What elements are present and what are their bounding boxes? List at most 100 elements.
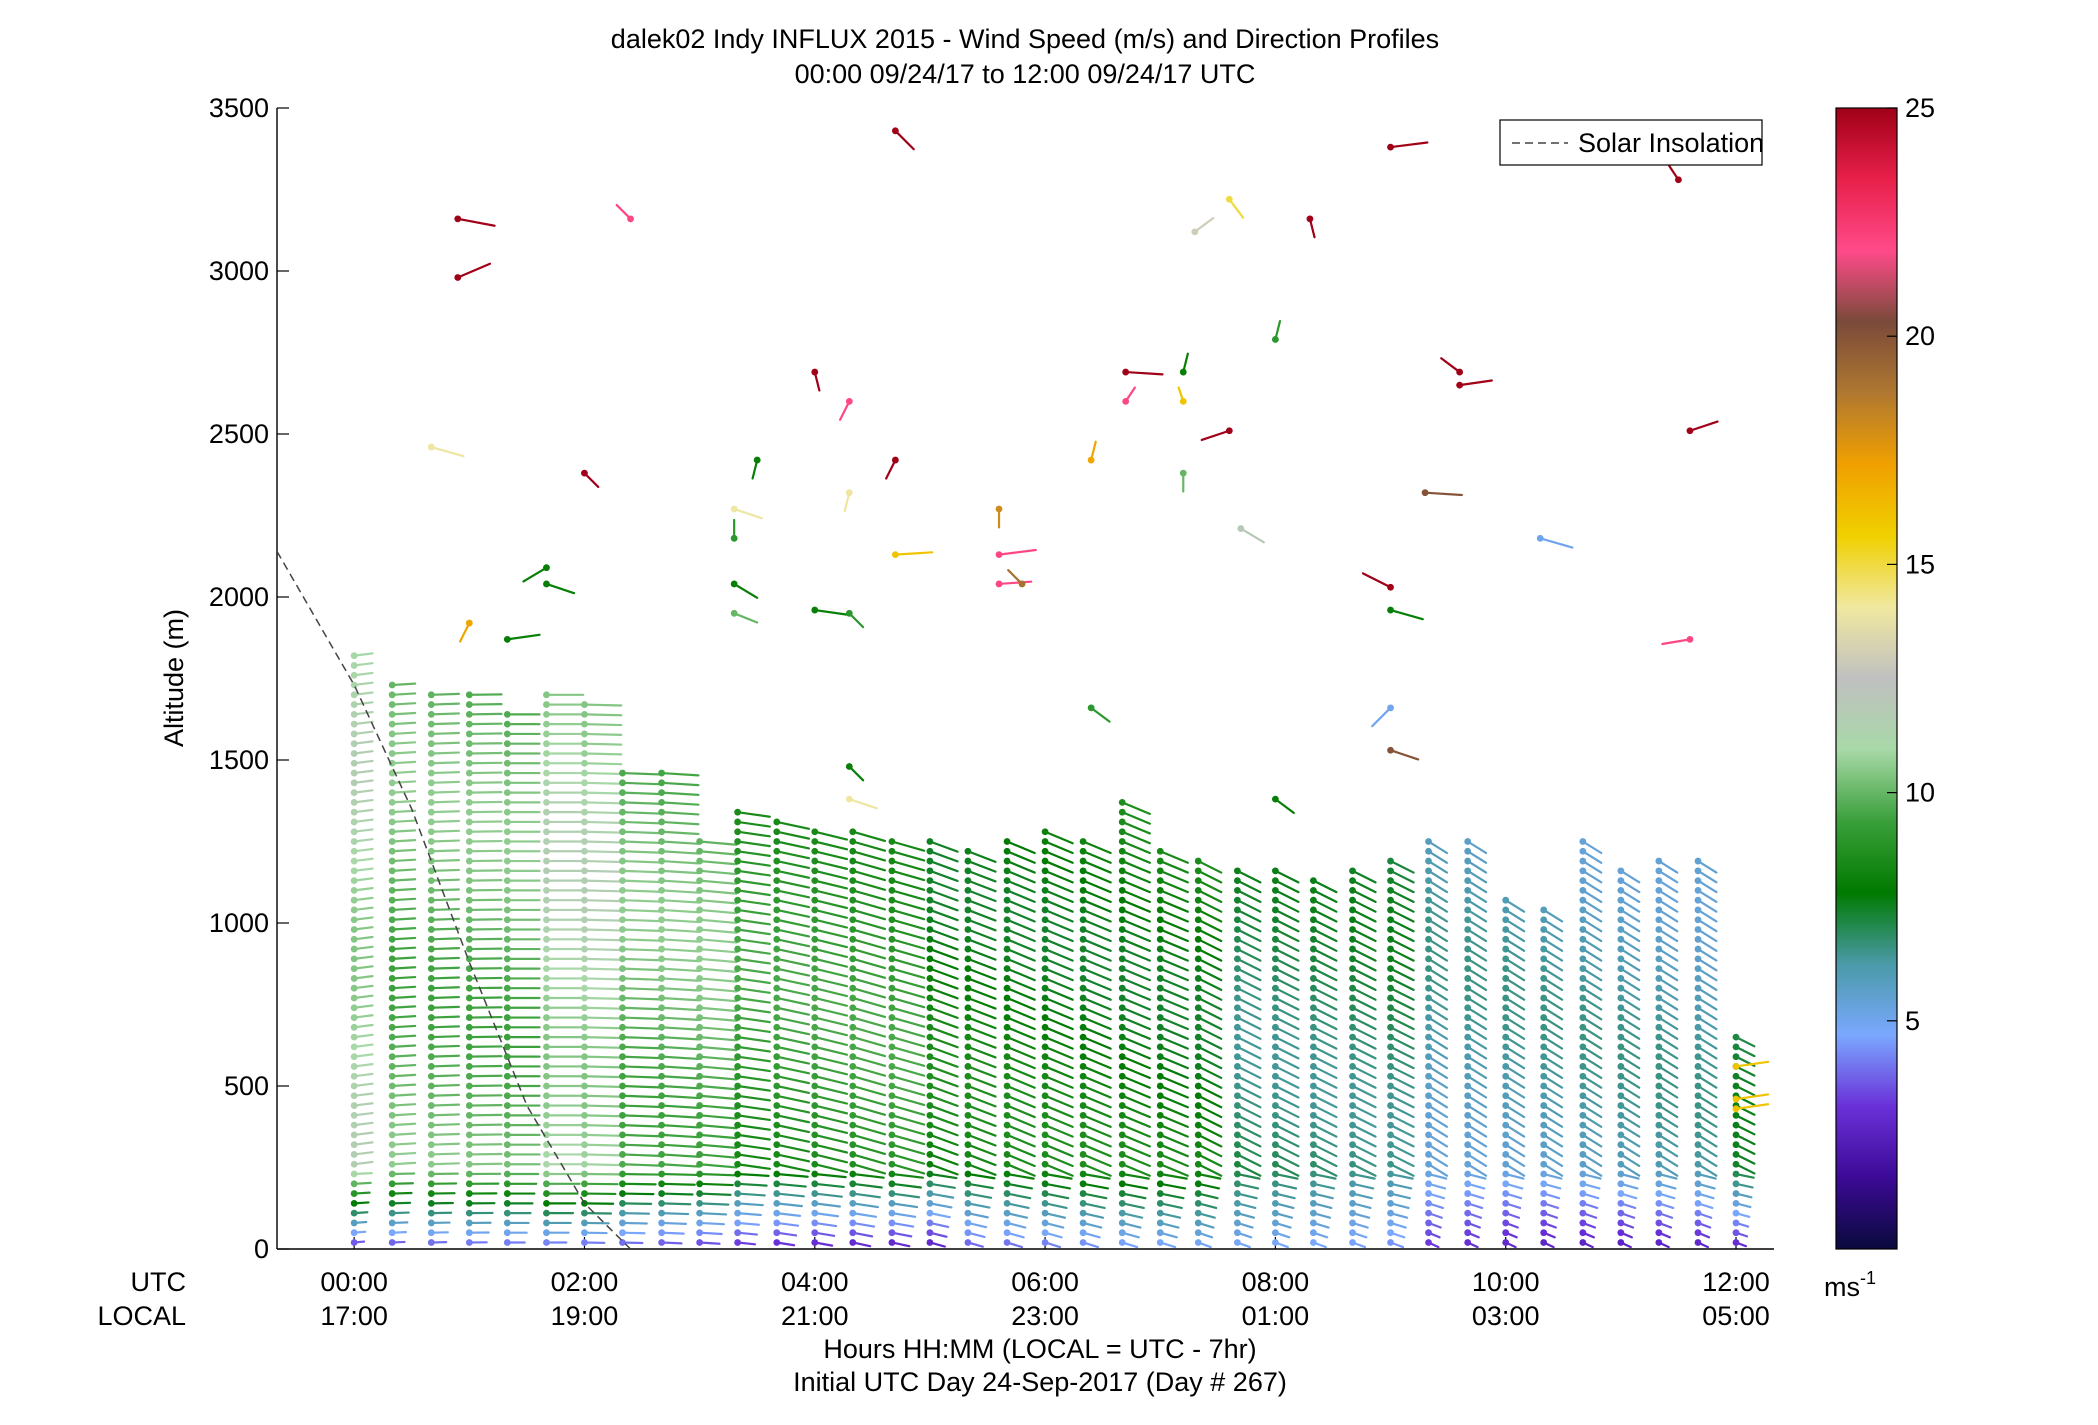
wind-point <box>1079 1199 1087 1207</box>
wind-barb <box>660 1075 700 1080</box>
x-tick-label-utc: 08:00 <box>1242 1267 1310 1297</box>
wind-point <box>1732 1131 1740 1139</box>
wind-barb <box>928 1055 959 1068</box>
wind-barb <box>733 582 759 599</box>
wind-barb <box>1121 1143 1151 1158</box>
wind-barb <box>583 781 623 785</box>
wind-point <box>1156 857 1164 865</box>
wind-barb <box>1197 1084 1223 1099</box>
wind-point <box>619 769 626 777</box>
wind-barb <box>1043 899 1074 913</box>
wind-barb <box>1542 1065 1564 1080</box>
wind-point <box>1349 1014 1356 1021</box>
wind-point <box>1617 984 1625 992</box>
wind-point <box>926 1121 934 1129</box>
wind-barb <box>1274 987 1300 1001</box>
wind-point <box>1041 1053 1049 1061</box>
wind-barb <box>1351 1163 1377 1177</box>
wind-point <box>811 916 819 924</box>
wind-barb <box>1389 1133 1415 1148</box>
wind-point <box>964 1131 972 1139</box>
wind-barb <box>1351 1094 1377 1109</box>
wind-barb <box>1661 638 1692 646</box>
wind-barb <box>660 771 700 777</box>
wind-point <box>1194 1053 1202 1061</box>
wind-barb <box>1389 1182 1413 1190</box>
wind-point <box>1579 1180 1587 1188</box>
wind-barb <box>391 809 417 814</box>
wind-point <box>543 975 550 982</box>
wind-point <box>619 1141 626 1149</box>
wind-point <box>1079 945 1087 953</box>
wind-point <box>888 916 896 924</box>
wind-point <box>388 1063 396 1070</box>
wind-point <box>730 505 738 513</box>
wind-barb <box>1121 1016 1151 1031</box>
wind-barb <box>1389 141 1429 149</box>
x-axis-ticks: 00:0017:0002:0019:0004:0021:0006:0023:00… <box>320 1237 1770 1331</box>
wind-point <box>1349 1141 1356 1149</box>
wind-point <box>734 1043 742 1051</box>
wind-barb <box>621 1124 661 1128</box>
wind-point <box>427 691 435 699</box>
wind-point <box>658 1063 666 1070</box>
wind-barb <box>1121 1094 1151 1109</box>
wind-barb <box>621 1094 661 1099</box>
wind-barb <box>391 917 417 921</box>
wind-point <box>1464 984 1472 992</box>
wind-point <box>543 906 550 914</box>
wind-barb <box>966 928 997 942</box>
wind-point <box>1579 1082 1587 1090</box>
wind-point <box>1041 828 1049 836</box>
wind-point <box>1694 935 1702 943</box>
wind-point <box>1349 1170 1356 1178</box>
wind-point <box>503 1014 511 1021</box>
wind-point <box>1387 1082 1394 1090</box>
wind-point <box>1579 1063 1587 1070</box>
wind-point <box>1191 228 1199 236</box>
wind-point <box>1079 935 1087 943</box>
wind-point <box>696 1063 704 1070</box>
wind-barb <box>391 995 417 1000</box>
wind-point <box>543 789 550 796</box>
wind-point <box>465 1180 473 1188</box>
wind-barb <box>1159 1065 1189 1080</box>
wind-barb <box>928 1104 959 1117</box>
wind-barb <box>966 1016 997 1030</box>
wind-barb <box>1351 1045 1377 1060</box>
wind-point <box>773 935 781 943</box>
wind-point <box>1502 1004 1510 1012</box>
wind-barb <box>1121 899 1151 913</box>
wind-barb <box>736 1075 771 1082</box>
wind-barb <box>1081 1084 1112 1099</box>
wind-point <box>696 857 704 865</box>
wind-point <box>1156 896 1164 904</box>
wind-barb <box>1581 967 1603 982</box>
wind-barb <box>1312 947 1338 962</box>
wind-point <box>619 955 626 963</box>
wind-point <box>1118 1219 1126 1227</box>
wind-point <box>1079 887 1087 894</box>
wind-barb <box>459 621 471 643</box>
wind-barb <box>391 1093 417 1097</box>
wind-point <box>1464 906 1472 914</box>
wind-point <box>773 1082 781 1090</box>
wind-point <box>619 877 626 885</box>
wind-barb <box>890 1104 926 1116</box>
wind-point <box>350 838 358 845</box>
wind-barb <box>1005 938 1036 952</box>
wind-point <box>888 1180 896 1188</box>
wind-point <box>1387 1023 1394 1031</box>
wind-point <box>427 906 435 914</box>
wind-point <box>1079 1043 1087 1051</box>
wind-barb <box>1542 957 1564 972</box>
wind-point <box>1233 896 1241 904</box>
wind-barb <box>1696 977 1718 992</box>
wind-barb <box>1197 1075 1223 1089</box>
wind-barb <box>1389 957 1415 972</box>
wind-point <box>350 779 358 787</box>
wind-barb <box>1081 899 1112 913</box>
wind-barb <box>736 1143 771 1151</box>
wind-point <box>350 1043 358 1051</box>
wind-barb <box>890 928 926 940</box>
